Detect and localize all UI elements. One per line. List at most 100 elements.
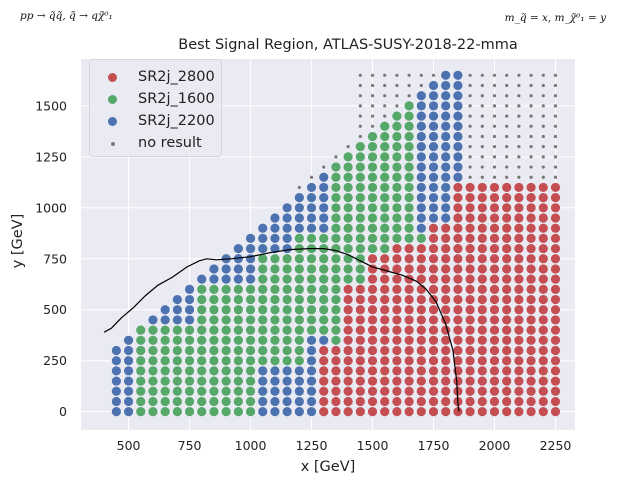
no-result-point xyxy=(395,104,399,108)
blue-point xyxy=(441,91,451,101)
green-point xyxy=(270,284,280,294)
green-point xyxy=(282,315,292,325)
red-point xyxy=(502,203,512,213)
no-result-point xyxy=(480,114,484,118)
no-result-point xyxy=(370,73,375,77)
no-result-point xyxy=(492,94,497,98)
red-point xyxy=(502,356,512,366)
red-point xyxy=(416,305,426,315)
blue-point xyxy=(270,376,280,386)
green-point xyxy=(282,264,292,274)
red-point xyxy=(441,335,451,345)
green-point xyxy=(306,233,317,243)
blue-point xyxy=(233,254,243,264)
green-point xyxy=(404,121,414,131)
red-point xyxy=(550,284,561,294)
green-point xyxy=(197,386,207,396)
red-point xyxy=(453,315,463,325)
no-result-point xyxy=(492,73,497,77)
green-point xyxy=(221,356,231,366)
green-point xyxy=(197,345,207,356)
green-point xyxy=(331,213,341,223)
green-point xyxy=(404,233,414,243)
green-point xyxy=(233,305,243,315)
no-result-point xyxy=(541,114,545,118)
blue-point xyxy=(258,386,268,396)
y-tick-label: 1000 xyxy=(35,200,67,215)
blue-point xyxy=(209,264,219,274)
blue-point xyxy=(282,407,292,417)
blue-point xyxy=(319,203,329,213)
red-point xyxy=(514,193,524,203)
x-tick-label: 1500 xyxy=(357,438,389,453)
green-point xyxy=(172,376,182,386)
red-point xyxy=(404,386,414,396)
green-point xyxy=(319,294,329,305)
red-point xyxy=(465,254,475,264)
red-point xyxy=(489,254,500,264)
green-point xyxy=(367,162,378,172)
no-result-point xyxy=(529,83,533,88)
red-point xyxy=(538,294,548,305)
red-point xyxy=(404,254,414,264)
red-point xyxy=(550,366,561,376)
red-point xyxy=(343,335,353,345)
no-result-point xyxy=(505,94,509,98)
legend-marker-red xyxy=(108,73,117,82)
blue-point xyxy=(416,111,426,121)
red-point xyxy=(355,345,365,356)
green-point xyxy=(343,203,353,213)
red-point xyxy=(526,305,536,315)
green-point xyxy=(355,193,365,203)
no-result-point xyxy=(505,165,509,169)
red-point xyxy=(416,325,426,335)
blue-point xyxy=(123,396,134,407)
green-point xyxy=(282,294,292,305)
red-point xyxy=(416,284,426,294)
red-point xyxy=(428,274,439,284)
red-point xyxy=(331,407,341,417)
blue-point xyxy=(453,172,463,182)
green-point xyxy=(258,345,268,356)
green-point xyxy=(367,213,378,223)
red-point xyxy=(392,376,402,386)
green-point xyxy=(245,396,256,407)
blue-point xyxy=(172,315,182,325)
red-point xyxy=(428,233,439,243)
green-point xyxy=(331,203,341,213)
red-point xyxy=(331,356,341,366)
red-point xyxy=(380,366,390,376)
blue-point xyxy=(258,407,268,417)
red-point xyxy=(392,407,402,417)
green-point xyxy=(404,193,414,203)
blue-point xyxy=(245,264,256,274)
green-point xyxy=(294,274,304,284)
red-point xyxy=(465,223,475,233)
red-point xyxy=(428,305,439,315)
mass-assignment-annotation: m_q̃ = x, m_χ̃⁰₁ = y xyxy=(504,12,606,24)
red-point xyxy=(428,315,439,325)
red-point xyxy=(428,284,439,294)
blue-point xyxy=(428,193,439,203)
red-point xyxy=(465,182,475,193)
no-result-point xyxy=(553,124,558,128)
blue-point xyxy=(441,80,451,91)
red-point xyxy=(380,274,390,284)
no-result-point xyxy=(358,134,362,139)
red-point xyxy=(453,254,463,264)
red-point xyxy=(502,294,512,305)
green-point xyxy=(404,152,414,162)
green-point xyxy=(245,366,256,376)
red-point xyxy=(477,345,487,356)
green-point xyxy=(197,407,207,417)
red-point xyxy=(550,182,561,193)
blue-point xyxy=(245,243,256,254)
green-point xyxy=(258,254,268,264)
blue-point xyxy=(428,213,439,223)
blue-point xyxy=(306,376,317,386)
no-result-point xyxy=(395,73,399,77)
red-point xyxy=(465,203,475,213)
blue-point xyxy=(428,91,439,101)
red-point xyxy=(428,325,439,335)
green-point xyxy=(172,396,182,407)
